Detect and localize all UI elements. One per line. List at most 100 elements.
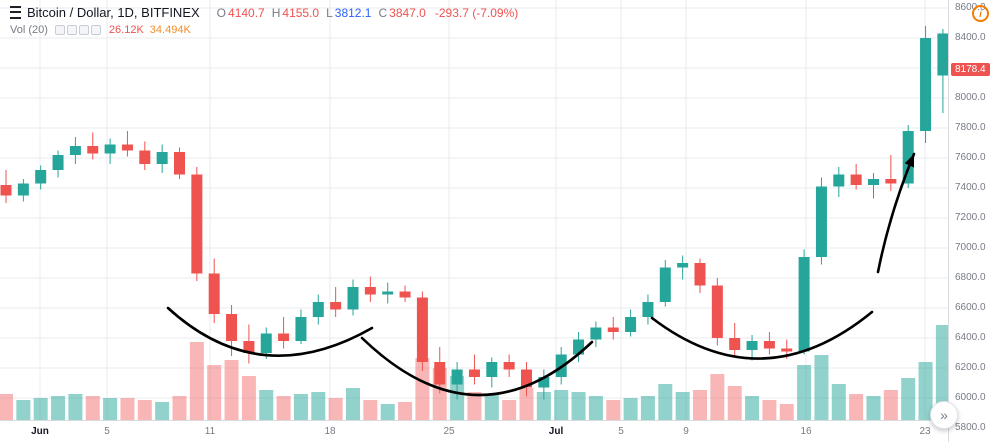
price-axis-label: 8600.0 — [955, 2, 986, 13]
time-axis[interactable]: Jun 5 11 18 25 Jul 5 9 16 23 — [0, 420, 948, 442]
symbol-row: Bitcoin / Dollar, 1D, BITFINEX O 4140.7 H… — [10, 5, 518, 20]
close-value: 3847.0 — [389, 5, 426, 20]
high-label: H — [271, 5, 281, 20]
price-axis-label: 6400.0 — [955, 332, 986, 343]
volume-bar — [727, 386, 742, 420]
candle-body — [312, 302, 324, 317]
candle-body — [243, 341, 255, 353]
time-axis-label: Jul — [548, 426, 564, 437]
volume-bar — [519, 388, 534, 420]
volume-bar — [33, 398, 48, 420]
volume-bar — [831, 384, 846, 420]
candle-body — [382, 291, 394, 295]
volume-bar — [484, 394, 499, 420]
open-label: O — [216, 5, 227, 20]
price-axis-label: 7200.0 — [955, 212, 986, 223]
candle-body — [763, 341, 775, 349]
price-axis-label: 7400.0 — [955, 182, 986, 193]
candle-body — [607, 327, 619, 332]
high-value: 4155.0 — [282, 5, 320, 20]
settings-icon[interactable] — [66, 25, 77, 35]
volume-bar — [849, 394, 864, 420]
volume-bar — [415, 358, 430, 420]
price-axis[interactable]: 8178.4 8600.08400.08200.08000.07800.0760… — [948, 0, 1000, 442]
volume-bar — [693, 390, 707, 420]
candlestick-chart[interactable] — [0, 0, 948, 420]
symbol-menu-icon[interactable] — [10, 6, 21, 19]
volume-bar — [16, 400, 31, 420]
candle-body — [746, 341, 758, 350]
volume-bar — [883, 390, 898, 420]
volume-bar — [172, 396, 187, 420]
price-axis-label: 8400.0 — [955, 32, 986, 43]
candle-body — [677, 263, 689, 268]
annotation-arc — [360, 336, 594, 397]
candle-body — [278, 333, 290, 341]
candle-body — [885, 179, 897, 184]
volume-bar — [363, 400, 378, 420]
candle-body — [104, 144, 116, 154]
candle-body — [833, 174, 845, 187]
more-icon[interactable] — [90, 25, 101, 35]
candle-body — [902, 131, 914, 184]
candle-body — [503, 362, 515, 370]
price-axis-label: 8000.0 — [955, 92, 986, 103]
volume-bar — [85, 396, 100, 420]
indicator-label[interactable]: Vol (20) — [10, 24, 48, 36]
chart-area[interactable] — [0, 0, 948, 420]
time-axis-label: 25 — [443, 426, 455, 437]
symbol-title[interactable]: Bitcoin / Dollar, 1D, BITFINEX — [27, 5, 200, 20]
candle-body — [538, 377, 550, 388]
candle-body — [729, 338, 741, 350]
price-axis-label: 6600.0 — [955, 302, 986, 313]
ohlc-values: O 4140.7 H 4155.0 L 3812.1 C 3847.0 -293.7 (… — [210, 6, 519, 20]
candle-body — [781, 348, 793, 352]
candle-body — [434, 362, 446, 385]
candle-body — [937, 33, 948, 76]
annotation-arc — [650, 310, 874, 360]
volume-bar — [120, 398, 135, 420]
volume-bar — [935, 325, 948, 420]
candle-body — [468, 369, 480, 377]
candle-body — [659, 267, 671, 302]
volume-bar — [51, 396, 66, 420]
volume-bar — [710, 374, 725, 420]
candle-body — [121, 144, 133, 151]
hide-icon[interactable] — [54, 25, 65, 35]
annotation-arrow-shaft — [876, 152, 916, 274]
price-axis-label: 6200.0 — [955, 362, 986, 373]
volume-bar — [467, 392, 482, 420]
volume-bar — [640, 396, 655, 420]
candle-body — [191, 174, 203, 274]
open-value: 4140.7 — [228, 5, 265, 20]
candle-body — [590, 327, 602, 340]
volume-bar — [623, 398, 638, 420]
volume-bar — [814, 355, 829, 420]
delete-icon[interactable] — [78, 25, 89, 35]
volume-bar — [346, 388, 360, 420]
volume-bar — [588, 396, 603, 420]
time-axis-label: 23 — [919, 426, 931, 437]
legend: Bitcoin / Dollar, 1D, BITFINEX O 4140.7 H… — [10, 5, 518, 36]
volume-bar — [103, 398, 118, 420]
volume-bar — [68, 394, 83, 420]
candle-body — [35, 170, 47, 184]
volume-bar — [658, 384, 673, 420]
price-axis-label: 7600.0 — [955, 152, 986, 163]
volume-bar — [328, 398, 343, 420]
alert-icon[interactable]: i — [972, 5, 989, 22]
volume-bar — [554, 390, 569, 420]
scroll-right-button[interactable]: » — [930, 401, 958, 429]
candle-body — [850, 174, 862, 185]
time-axis-label: 5 — [104, 426, 110, 437]
candle-body — [260, 333, 272, 353]
volume-bar — [571, 392, 586, 420]
volume-bar — [189, 342, 204, 420]
candle-body — [920, 38, 932, 131]
volume-bar — [224, 360, 239, 420]
candle-body — [625, 317, 637, 332]
candle-body — [174, 152, 185, 175]
annotation-arc — [166, 306, 374, 357]
time-axis-label: 11 — [204, 426, 216, 437]
candle-body — [226, 314, 238, 341]
